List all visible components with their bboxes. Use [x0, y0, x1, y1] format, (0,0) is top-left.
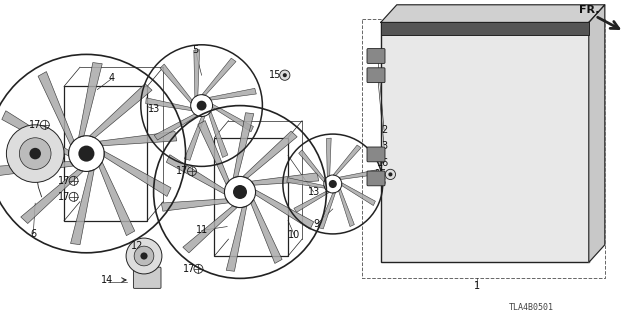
Polygon shape — [319, 193, 335, 229]
Circle shape — [6, 125, 64, 182]
Bar — [381, 22, 589, 262]
Polygon shape — [146, 98, 192, 111]
Polygon shape — [184, 116, 205, 160]
FancyBboxPatch shape — [367, 171, 385, 186]
Text: 12: 12 — [131, 241, 144, 252]
Text: 17: 17 — [58, 192, 70, 202]
Text: 14: 14 — [101, 275, 114, 285]
Circle shape — [19, 138, 51, 170]
Polygon shape — [161, 199, 229, 211]
Polygon shape — [2, 111, 69, 156]
Bar — [214, 138, 288, 256]
Text: 10: 10 — [288, 230, 301, 240]
Circle shape — [196, 101, 207, 110]
Polygon shape — [194, 50, 200, 97]
Text: 17: 17 — [58, 176, 70, 186]
Circle shape — [140, 252, 148, 260]
Text: 17: 17 — [29, 120, 42, 130]
Text: 2: 2 — [381, 124, 387, 135]
Text: TLA4B0501: TLA4B0501 — [509, 303, 554, 312]
Polygon shape — [198, 121, 229, 185]
Text: 4: 4 — [109, 73, 115, 84]
Text: 15: 15 — [374, 169, 387, 180]
Polygon shape — [104, 151, 171, 196]
Polygon shape — [0, 161, 74, 176]
Polygon shape — [255, 190, 314, 229]
Polygon shape — [381, 5, 605, 22]
Circle shape — [126, 238, 162, 274]
Polygon shape — [20, 169, 83, 223]
FancyBboxPatch shape — [367, 147, 385, 162]
Polygon shape — [287, 178, 325, 188]
Circle shape — [329, 180, 337, 188]
Text: 3: 3 — [381, 140, 387, 151]
Polygon shape — [70, 170, 94, 245]
Polygon shape — [333, 145, 361, 176]
Text: 5: 5 — [192, 44, 198, 55]
Text: 15: 15 — [269, 70, 282, 80]
Text: FR.: FR. — [579, 4, 599, 15]
Polygon shape — [243, 131, 297, 178]
Text: 9: 9 — [314, 219, 320, 229]
Circle shape — [134, 246, 154, 266]
Circle shape — [280, 70, 290, 80]
Polygon shape — [154, 114, 198, 140]
Bar — [381, 22, 589, 35]
Polygon shape — [209, 88, 256, 100]
Polygon shape — [166, 155, 225, 194]
Circle shape — [283, 73, 287, 77]
Circle shape — [29, 148, 41, 159]
Text: 13: 13 — [307, 187, 320, 197]
Polygon shape — [90, 84, 152, 138]
Bar — [64, 86, 147, 221]
Polygon shape — [202, 58, 236, 95]
Polygon shape — [294, 191, 330, 212]
Text: 17: 17 — [176, 166, 189, 176]
Polygon shape — [226, 206, 247, 271]
Polygon shape — [339, 170, 378, 180]
Polygon shape — [38, 72, 74, 145]
Polygon shape — [251, 199, 282, 263]
Polygon shape — [326, 138, 331, 177]
Circle shape — [78, 146, 95, 162]
Polygon shape — [209, 111, 228, 157]
Polygon shape — [251, 173, 319, 185]
FancyBboxPatch shape — [133, 267, 161, 288]
Text: 13: 13 — [147, 104, 160, 114]
FancyBboxPatch shape — [367, 68, 385, 83]
Circle shape — [385, 169, 396, 180]
Polygon shape — [99, 162, 135, 236]
Polygon shape — [212, 104, 253, 132]
Polygon shape — [589, 5, 605, 262]
Text: 1: 1 — [474, 281, 480, 292]
Text: 11: 11 — [195, 225, 208, 236]
Circle shape — [388, 172, 392, 176]
Polygon shape — [342, 183, 376, 205]
Polygon shape — [99, 132, 177, 146]
Text: 16: 16 — [376, 158, 389, 168]
FancyBboxPatch shape — [367, 49, 385, 63]
Polygon shape — [339, 189, 355, 227]
Polygon shape — [233, 113, 254, 178]
Text: 17: 17 — [182, 264, 195, 274]
Polygon shape — [160, 64, 192, 103]
Text: 8: 8 — [380, 177, 386, 188]
Polygon shape — [299, 150, 325, 182]
Circle shape — [233, 185, 247, 199]
Polygon shape — [79, 62, 102, 138]
Polygon shape — [183, 206, 237, 253]
Text: 6: 6 — [30, 228, 36, 239]
